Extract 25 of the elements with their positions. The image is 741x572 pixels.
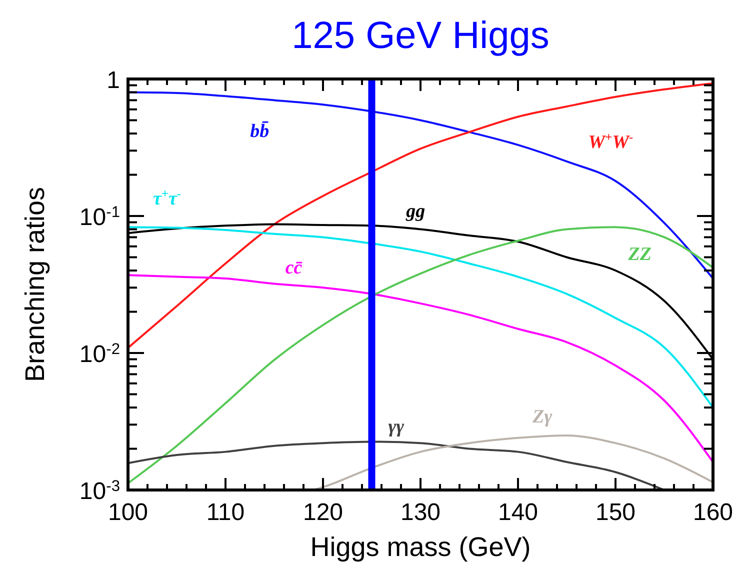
x-axis-title: Higgs mass (GeV) — [310, 532, 531, 562]
y-axis-title: Branching ratios — [20, 186, 50, 382]
chart-title: 125 GeV Higgs — [292, 15, 550, 57]
series-label: gg — [405, 200, 426, 222]
series-label: bb̄ — [250, 120, 270, 142]
x-tick-label: 140 — [498, 499, 538, 526]
line-series — [128, 226, 713, 484]
series-label: γγ — [388, 416, 404, 438]
series-label: τ$^{+}$τ$^{-}$ — [152, 186, 182, 210]
x-tick-label: 160 — [692, 499, 734, 526]
y-tick-label: 10$^{-2}$ — [79, 340, 120, 368]
series-label: cc̄ — [285, 257, 303, 278]
y-tick-label: 10$^{-1}$ — [79, 204, 120, 231]
series-label: ZZ — [627, 244, 652, 266]
line-series — [128, 440, 666, 490]
x-tick-label: 110 — [206, 499, 245, 526]
line-series — [128, 82, 713, 349]
x-tick-label: 120 — [302, 499, 344, 526]
x-tick-label: 130 — [400, 499, 441, 526]
line-series — [128, 274, 713, 464]
line-series — [128, 226, 713, 409]
series-label: W$^{+}$W$^{-}$ — [588, 130, 634, 153]
series-label: Zγ — [532, 406, 552, 428]
y-tick-label: 1 — [106, 67, 120, 94]
x-tick-label: 150 — [595, 499, 636, 526]
